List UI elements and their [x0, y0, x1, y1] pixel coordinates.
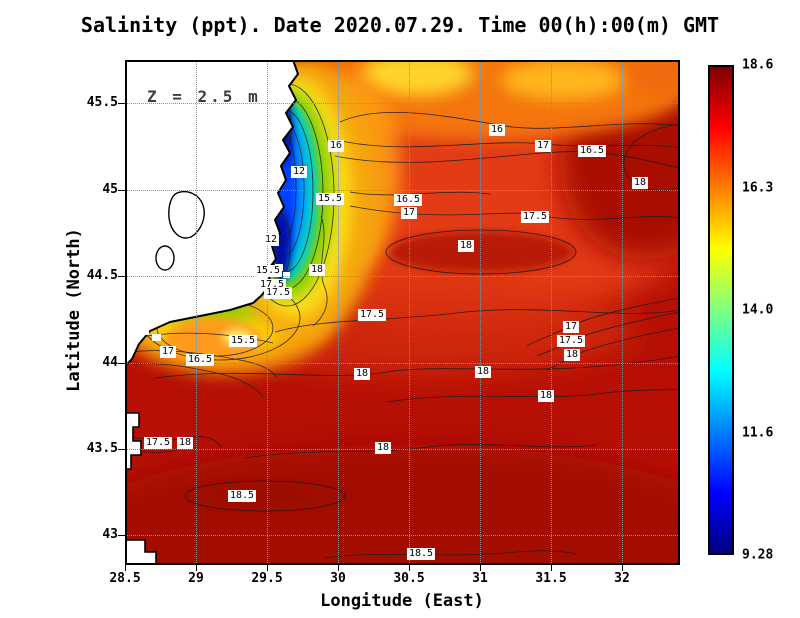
coast-step-corner — [125, 539, 157, 565]
x-tick-label: 29.5 — [251, 571, 283, 586]
colorbar-label: 18.6 — [742, 57, 774, 73]
lagoon-small — [155, 245, 175, 271]
y-tick-label: 43.5 — [86, 441, 118, 456]
y-tick-label: 45 — [102, 182, 118, 197]
land — [125, 60, 299, 565]
salinity-map-canvas — [125, 60, 680, 565]
y-tick-mark — [118, 276, 125, 277]
x-tick-mark — [480, 565, 481, 571]
y-tick-label: 43 — [102, 527, 118, 542]
x-tick-label: 30.5 — [393, 571, 425, 586]
x-tick-label: 30 — [330, 571, 346, 586]
x-tick-mark — [196, 565, 197, 571]
colorbar — [708, 65, 734, 555]
map-plot-area: 16 17 16.5 18 16 12 15.5 16.5 17 17.5 12 18 18 15.5 17… — [125, 60, 680, 565]
y-tick-mark — [118, 103, 125, 104]
x-tick-mark — [338, 565, 339, 571]
x-axis-label: Longitude (East) — [320, 591, 484, 611]
colorbar-label: 14.0 — [742, 302, 774, 318]
y-tick-label: 44.5 — [86, 268, 118, 283]
colorbar-label: 11.6 — [742, 425, 774, 440]
x-tick-label: 32 — [614, 571, 630, 586]
y-tick-mark — [118, 449, 125, 450]
x-tick-mark — [622, 565, 623, 571]
colorbar-label: 16.3 — [742, 180, 774, 195]
y-tick-label: 44 — [102, 355, 118, 370]
x-tick-label: 28.5 — [109, 571, 141, 586]
x-tick-label: 29 — [188, 571, 204, 586]
x-tick-label: 31 — [472, 571, 488, 586]
x-tick-mark — [125, 565, 126, 571]
y-tick-mark — [118, 535, 125, 536]
x-tick-label: 31.5 — [535, 571, 567, 586]
lagoon — [168, 190, 205, 239]
coast-steps-lower — [125, 412, 142, 470]
x-tick-mark — [551, 565, 552, 571]
x-tick-mark — [409, 565, 410, 571]
y-tick-label: 45.5 — [86, 95, 118, 110]
colorbar-label: 9.28 — [742, 547, 774, 563]
y-tick-mark — [118, 363, 125, 364]
y-tick-mark — [118, 190, 125, 191]
chart-title: Salinity (ppt). Date 2020.07.29. Time 00… — [80, 13, 720, 37]
depth-annotation: Z = 2.5 m — [147, 87, 261, 106]
coastline — [125, 60, 299, 367]
x-tick-mark — [267, 565, 268, 571]
